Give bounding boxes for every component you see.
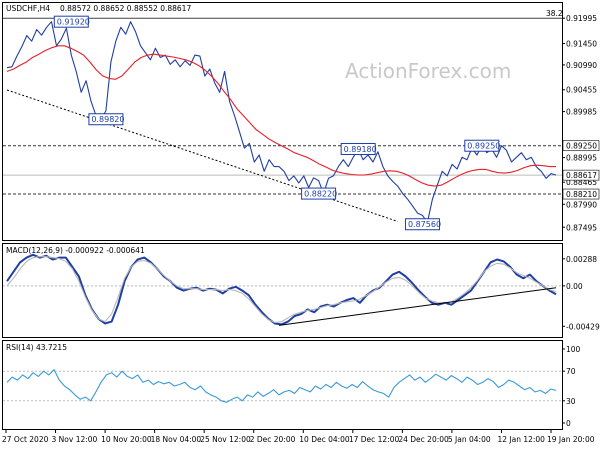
y-tick-label: 0.90990	[566, 61, 597, 70]
annotation-label: 0.91920	[53, 15, 90, 28]
x-tick-label: 10 Nov 20:00	[101, 435, 152, 444]
watermark-text: ActionForex.com	[345, 59, 511, 83]
annotation-box	[53, 15, 89, 28]
series-line-1	[6, 256, 557, 324]
y-tick-label: 0.00	[566, 282, 583, 291]
rsi-pane-title: RSI(14) 43.7215	[6, 343, 67, 352]
x-tick-label: 19 Jan 20:00	[547, 435, 595, 444]
price-tag-box	[562, 188, 600, 200]
plot-clip-group	[3, 17, 562, 223]
plot-clip-group	[3, 369, 562, 403]
macd-plot-area	[3, 253, 562, 326]
y-tick-label: 0.88995	[566, 154, 597, 163]
x-tick-label: 10 Dec 04:00	[299, 435, 350, 444]
plot-clip-group	[3, 253, 562, 326]
y-tick-label: 0.90455	[566, 86, 597, 95]
price-tag-text: 0.88210	[566, 190, 597, 199]
trendline	[6, 89, 398, 222]
annotation-text: 0.87560	[408, 220, 441, 229]
y-tick-label: 0	[566, 419, 571, 428]
price-pane: ActionForex.com USDCHF,H4 0.88572 0.8865…	[2, 2, 563, 241]
macd-pane-title: MACD(12,26,9) -0.000922 -0.000641	[6, 246, 145, 255]
x-tick-label: 5 Jan 04:00	[448, 435, 491, 444]
annotation-text: 0.89250	[467, 142, 500, 151]
annotation-box	[301, 187, 337, 200]
x-tick-label: 12 Jan 12:00	[497, 435, 545, 444]
y-tick-label: 70	[566, 367, 576, 376]
rsi-pane: RSI(14) 43.7215	[2, 340, 563, 430]
y-tick-label: 0.00288	[566, 255, 597, 264]
annotation-label: 0.89820	[88, 113, 125, 126]
y-tick-label: -0.004298	[566, 322, 600, 331]
annotation-text: 0.91920	[57, 18, 90, 27]
y-tick-label: 0.91450	[566, 40, 597, 49]
y-tick-label: 0.87495	[566, 223, 597, 232]
x-tick-label: 25 Nov 12:00	[200, 435, 251, 444]
rsi-plot-area	[3, 369, 562, 403]
price-tag-box	[562, 140, 600, 152]
series-line-1	[6, 45, 556, 187]
price-tag-box	[562, 169, 600, 181]
x-tick-label: 18 Nov 04:00	[151, 435, 202, 444]
annotation-box	[464, 139, 500, 152]
annotation-label: 0.87560	[404, 218, 441, 231]
y-tick-label: 0.88465	[566, 178, 597, 187]
y-tick-label: 100	[566, 345, 581, 354]
annotation-box	[340, 142, 376, 155]
x-tick-label: 27 Oct 2020	[2, 435, 49, 444]
price-pane-quote: 0.88572 0.88652 0.88552 0.88617	[60, 4, 191, 13]
price-plot-area: 38.2 0.91920 0.89820 0.89180 0.88220 0.87560 0…	[3, 9, 563, 231]
level-label: 38.2	[546, 9, 563, 18]
y-tick-label: 0.87990	[566, 200, 597, 209]
annotation-box	[404, 218, 440, 231]
price-tag-text: 0.89250	[566, 142, 597, 151]
y-tick-label: 0.89985	[566, 108, 597, 117]
trendline	[278, 287, 557, 326]
annotation-text: 0.89820	[91, 115, 124, 124]
annotation-label: 0.89180	[340, 142, 377, 155]
series-line-0	[6, 253, 557, 326]
y-tick-label: 30	[566, 397, 576, 406]
annotation-box	[88, 113, 124, 126]
x-tick-label: 17 Dec 12:00	[349, 435, 400, 444]
annotation-label: 0.88220	[301, 187, 337, 200]
x-tick-label: 3 Nov 12:00	[52, 435, 98, 444]
macd-pane: MACD(12,26,9) -0.000922 -0.000641	[2, 243, 563, 338]
price-pane-title: USDCHF,H4	[6, 4, 50, 13]
annotation-text: 0.88220	[304, 190, 337, 199]
annotation-text: 0.89180	[344, 145, 377, 154]
price-tag-text: 0.88617	[566, 171, 597, 180]
x-tick-label: 2 Dec 20:00	[250, 435, 296, 444]
series-line-0	[6, 369, 557, 403]
annotation-label: 0.89250	[464, 139, 500, 152]
y-axes: 0.91995 0.91450 0.90990 0.90455 0.89985 0.889…	[562, 14, 600, 428]
y-tick-label: 0.91995	[566, 14, 597, 23]
x-tick-label: 24 Dec 20:00	[398, 435, 449, 444]
